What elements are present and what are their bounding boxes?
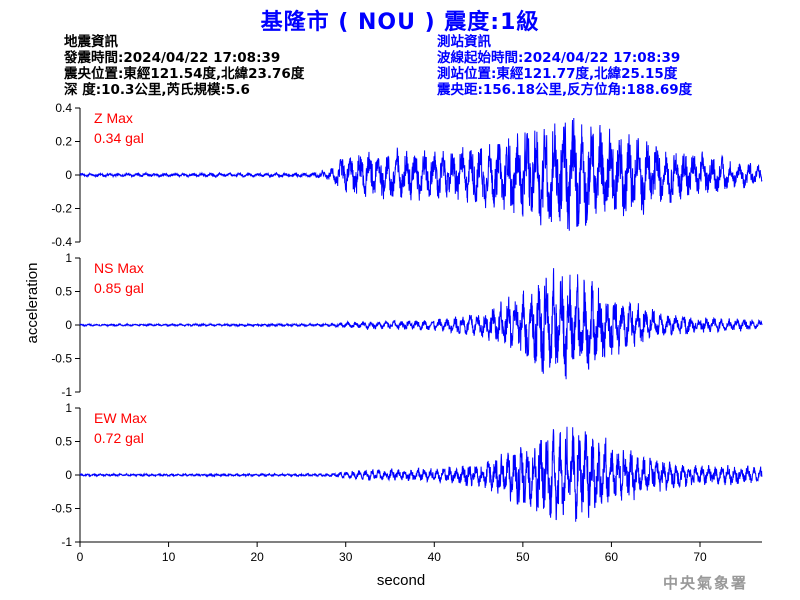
ew-y-tick-label: 0 xyxy=(65,468,72,482)
ew-y-tick-label: -1 xyxy=(61,535,72,549)
ns-y-tick-label: -0.5 xyxy=(51,352,72,366)
ns-y-tick-label: -1 xyxy=(61,385,72,399)
ns-waveform-trace xyxy=(79,268,763,380)
z-y-tick-label: -0.2 xyxy=(51,202,72,216)
z-y-tick-label: -0.4 xyxy=(51,235,72,249)
station-info-panel: 測站資訊 波線起始時間:2024/04/22 17:08:39 測站位置:東經1… xyxy=(437,34,692,98)
agency-watermark: 中央氣象署 xyxy=(662,574,748,592)
z-y-tick-label: 0.2 xyxy=(55,135,72,149)
z-waveform-trace xyxy=(79,117,763,231)
ns-y-tick-label: 0.5 xyxy=(55,285,72,299)
ns-y-tick-label: 0 xyxy=(65,318,72,332)
x-tick-label: 40 xyxy=(428,550,442,564)
z-y-tick-label: 0 xyxy=(65,168,72,182)
ew-max-label: EW Max xyxy=(94,410,147,426)
station-epicentral-distance: 震央距:156.18公里,反方位角:188.69度 xyxy=(437,82,693,98)
ew-waveform-trace xyxy=(79,426,763,522)
ns-max-value: 0.85 gal xyxy=(94,280,144,296)
ew-max-value: 0.72 gal xyxy=(94,430,144,446)
quake-epicenter-location: 震央位置:東經121.54度,北緯23.76度 xyxy=(64,66,305,82)
ew-y-tick-label: -0.5 xyxy=(51,502,72,516)
ew-y-tick-label: 1 xyxy=(65,401,72,415)
station-location: 測站位置:東經121.77度,北緯25.15度 xyxy=(437,66,678,82)
x-axis-title: second xyxy=(377,572,425,589)
x-tick-label: 30 xyxy=(339,550,353,564)
x-tick-label: 0 xyxy=(77,550,84,564)
ew-y-tick-label: 0.5 xyxy=(55,435,72,449)
page-title: 基隆市 ( NOU ) 震度:1級 xyxy=(260,10,540,35)
z-y-tick-label: 0.4 xyxy=(55,101,72,115)
ns-max-label: NS Max xyxy=(94,260,144,276)
x-tick-label: 70 xyxy=(693,550,707,564)
ns-y-tick-label: 1 xyxy=(65,251,72,265)
quake-origin-time: 發震時間:2024/04/22 17:08:39 xyxy=(64,50,281,66)
x-tick-label: 60 xyxy=(605,550,619,564)
quake-info-panel: 地震資訊 發震時間:2024/04/22 17:08:39 震央位置:東經121… xyxy=(64,34,304,98)
station-info-heading: 測站資訊 xyxy=(437,34,491,50)
x-tick-label: 10 xyxy=(162,550,176,564)
x-tick-label: 20 xyxy=(250,550,264,564)
y-axis-title: acceleration xyxy=(24,263,41,344)
x-tick-label: 50 xyxy=(516,550,530,564)
z-max-label: Z Max xyxy=(94,110,133,126)
quake-depth-magnitude: 深 度:10.3公里,芮氏規模:5.6 xyxy=(64,82,250,98)
quake-info-heading: 地震資訊 xyxy=(64,34,118,50)
station-wave-start-time: 波線起始時間:2024/04/22 17:08:39 xyxy=(437,50,681,66)
z-max-value: 0.34 gal xyxy=(94,130,144,146)
